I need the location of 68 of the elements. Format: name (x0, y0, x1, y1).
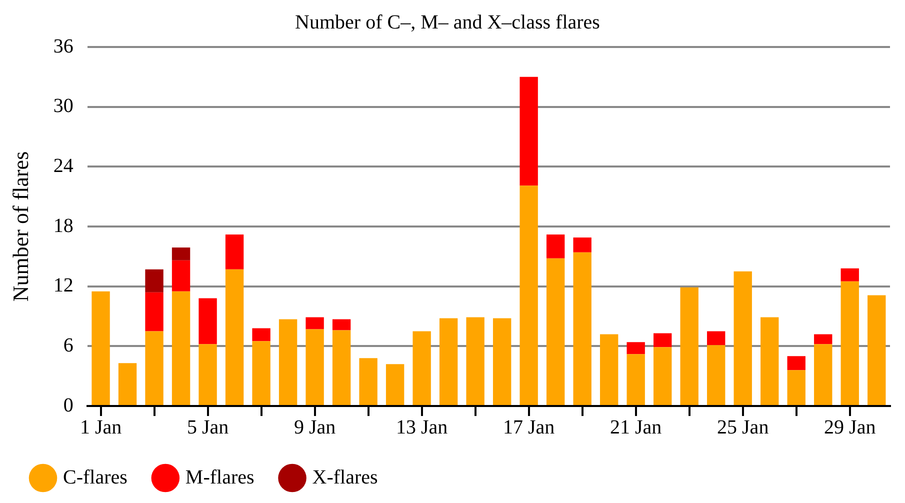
x-tick-label: 13 Jan (396, 416, 448, 438)
bar (707, 331, 726, 346)
bar (520, 76, 538, 186)
bar (680, 287, 698, 405)
bar (573, 237, 592, 252)
bar (546, 258, 565, 405)
bar (198, 298, 217, 344)
bar (172, 260, 190, 292)
bar (466, 317, 484, 405)
x-tick-label: 29 Jan (824, 416, 876, 438)
bar (145, 292, 164, 332)
bar (252, 341, 270, 405)
bar (654, 347, 672, 405)
x-tick-label: 9 Jan (294, 416, 336, 438)
bar (225, 234, 244, 270)
bar (172, 291, 190, 405)
y-tick-label: 0 (63, 394, 74, 416)
x-tick-label: 5 Jan (186, 416, 229, 438)
bar (118, 363, 137, 405)
bar (145, 269, 164, 292)
bar (600, 334, 618, 405)
y-tick-label: 24 (53, 154, 74, 177)
x-tick-label: 1 Jan (80, 416, 122, 438)
bar (306, 317, 324, 330)
bar (546, 234, 565, 258)
bar (278, 319, 298, 405)
y-tick-label: 6 (63, 334, 74, 356)
bar (787, 356, 806, 370)
bar (707, 345, 726, 405)
legend-label: C-flares (63, 466, 128, 488)
bar (172, 247, 190, 260)
bar (840, 268, 859, 282)
bar (386, 364, 404, 405)
bar (306, 329, 324, 405)
bar (492, 318, 512, 405)
bar (626, 354, 645, 405)
bar (654, 333, 672, 348)
bar (439, 318, 458, 405)
bar (626, 342, 645, 354)
bar (573, 252, 592, 405)
bar (412, 331, 431, 405)
bar (868, 295, 886, 405)
y-tick-label: 36 (53, 35, 74, 58)
bar (198, 344, 217, 405)
y-tick-label: 30 (53, 95, 74, 118)
bar (760, 317, 779, 405)
bar (814, 344, 832, 405)
bar (145, 331, 164, 405)
bar (787, 370, 806, 405)
bar (359, 358, 378, 405)
x-tick-label: 17 Jan (502, 416, 555, 438)
y-tick-label: 12 (53, 274, 74, 297)
bar (814, 334, 832, 344)
y-axis-title: Number of flares (8, 151, 33, 302)
bar (92, 291, 110, 405)
chart-title: Number of C–, M– and X–class flares (295, 11, 600, 34)
x-tick-label: 21 Jan (610, 416, 662, 438)
bar (734, 271, 752, 405)
bar (252, 328, 270, 342)
bar (520, 186, 538, 405)
bar (225, 269, 244, 405)
x-tick-label: 25 Jan (717, 416, 769, 438)
bar (840, 281, 859, 405)
legend-label: X-flares (312, 466, 378, 488)
y-tick-label: 18 (53, 214, 74, 237)
bar (332, 319, 351, 330)
legend-label: M-flares (185, 466, 254, 488)
bar (332, 330, 351, 405)
